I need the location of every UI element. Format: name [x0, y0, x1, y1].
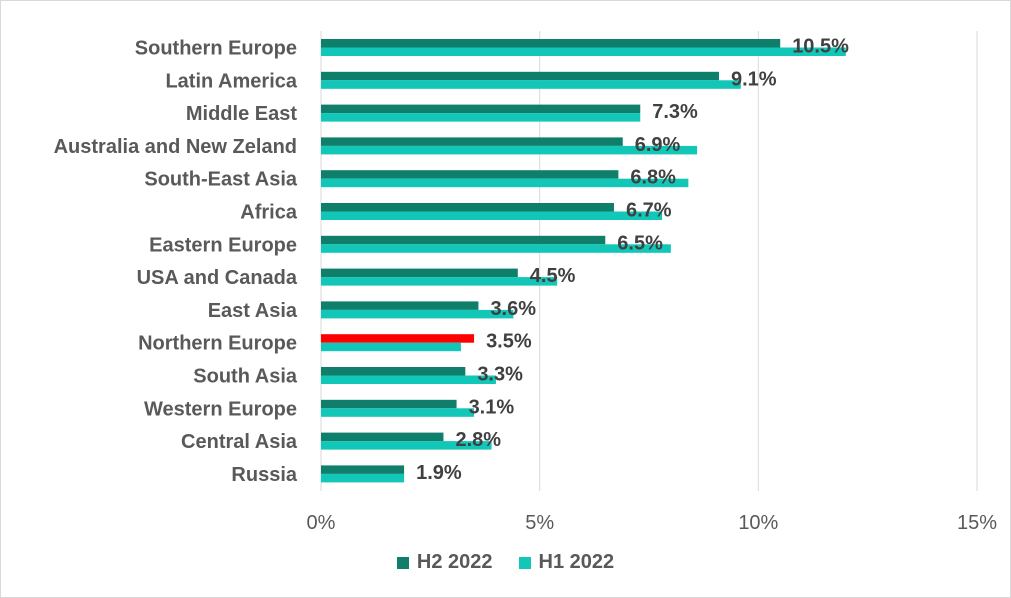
legend-swatch-h2 — [396, 556, 409, 569]
bar-h2 — [321, 203, 615, 212]
legend-item-h1: H1 2022 — [518, 551, 615, 574]
data-label: 2.8% — [455, 429, 501, 451]
bar-h2 — [321, 71, 719, 81]
bar-h1 — [321, 244, 671, 253]
data-label: 10.5% — [792, 36, 849, 58]
data-label: 3.5% — [486, 331, 532, 353]
bar-h1 — [321, 441, 492, 450]
data-label: 6.7% — [626, 200, 672, 222]
bar-h1 — [321, 113, 641, 122]
bar-h2 — [321, 268, 518, 278]
legend-label-h2: H2 2022 — [416, 551, 493, 573]
bar-h1 — [321, 80, 741, 89]
category-label: USA and Canada — [137, 267, 298, 289]
category-label: Western Europe — [144, 398, 297, 420]
category-label: Australia and New Zeland — [54, 136, 297, 158]
data-label: 6.5% — [617, 232, 663, 254]
bar-h2 — [321, 301, 479, 310]
category-label: Latin America — [165, 70, 297, 92]
x-tick-label: 0% — [307, 512, 336, 534]
category-label: South-East Asia — [144, 169, 297, 191]
data-label: 3.1% — [469, 396, 515, 418]
category-label: East Asia — [208, 300, 298, 322]
data-label: 4.5% — [530, 265, 576, 287]
bar-h2 — [321, 465, 405, 474]
bar-h1 — [321, 408, 475, 417]
category-label: Africa — [240, 202, 298, 224]
data-label: 6.9% — [635, 134, 681, 156]
legend-item-h2: H2 2022 — [396, 551, 493, 574]
bar-h1 — [321, 178, 689, 188]
bar-h2 — [321, 39, 781, 48]
data-label: 3.6% — [490, 298, 536, 320]
bar-h2 — [321, 170, 619, 179]
category-label: Russia — [231, 464, 297, 486]
data-label: 1.9% — [416, 462, 462, 484]
bar-h1 — [321, 277, 558, 286]
legend-swatch-h1 — [518, 556, 531, 569]
bar-h1 — [321, 375, 496, 384]
bar-h2 — [321, 334, 475, 343]
gridlines — [320, 31, 978, 491]
data-label: 3.3% — [477, 364, 523, 386]
category-label: Eastern Europe — [149, 234, 297, 256]
bar-h1 — [321, 342, 461, 352]
data-label: 9.1% — [731, 68, 777, 90]
legend-label-h1: H1 2022 — [538, 551, 615, 573]
category-label: Southern Europe — [135, 38, 297, 60]
data-label: 7.3% — [652, 101, 698, 123]
category-label: Central Asia — [181, 431, 298, 453]
x-tick-label: 15% — [957, 512, 997, 534]
bar-h1 — [321, 211, 663, 220]
category-labels: Southern Europe Latin America Middle East A… — [54, 38, 298, 486]
bar-h1 — [321, 309, 514, 319]
category-label: Northern Europe — [138, 333, 297, 355]
bar-h1 — [321, 47, 846, 56]
data-label: 6.8% — [630, 167, 676, 189]
category-label: Middle East — [186, 103, 297, 125]
x-tick-label: 10% — [738, 512, 778, 534]
bar-h1 — [321, 473, 405, 483]
data-labels: 10.5% 9.1% 7.3% 6.9% 6.8% 6.7% 6.5% 4.5% 3.6% 3.5… — [416, 36, 849, 484]
bar-h2 — [321, 432, 444, 442]
x-tick-labels: 0% 5% 10% 15% — [307, 512, 998, 534]
bar-h2 — [321, 104, 641, 114]
category-label: South Asia — [193, 366, 298, 388]
x-tick-label: 5% — [525, 512, 554, 534]
bar-h2 — [321, 137, 623, 146]
bar-h2 — [321, 399, 457, 409]
bar-h1 — [321, 145, 698, 155]
bar-h2 — [321, 367, 466, 376]
legend: H2 2022 H1 2022 — [1, 551, 1010, 574]
bars — [321, 39, 846, 483]
bar-h2 — [321, 235, 606, 245]
